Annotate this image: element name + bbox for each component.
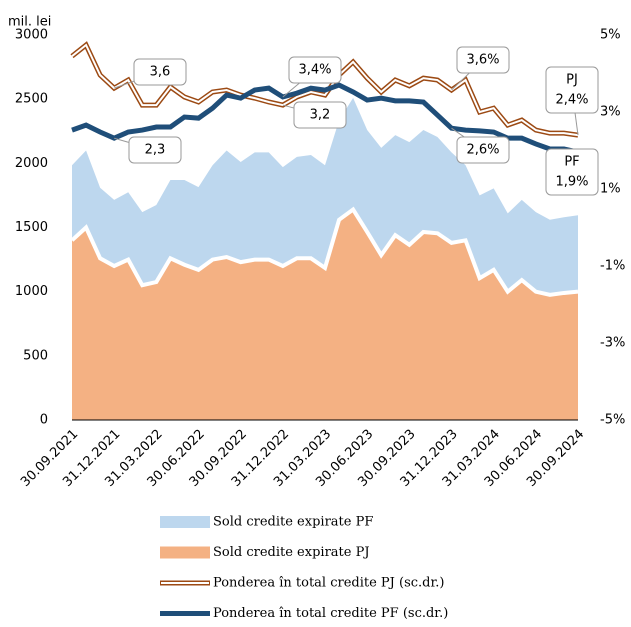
annotation-box: [456, 46, 510, 74]
y2-tick-label: -1%: [600, 259, 625, 274]
annotation-box: [545, 66, 599, 114]
annotation-text: PF: [564, 155, 579, 170]
y-tick-label: 500: [23, 348, 48, 363]
legend-label: Sold credite expirate PF: [213, 515, 373, 530]
y2-tick-label: 1%: [600, 182, 621, 197]
annotation-text: 2,6%: [466, 143, 499, 158]
legend-label: Ponderea în total credite PJ (sc.dr.): [213, 576, 444, 591]
y2-tick-label: 3%: [600, 105, 621, 120]
y-tick-label: 2500: [15, 92, 48, 107]
annotation-box: [456, 136, 510, 164]
y-axis-label: mil. lei: [8, 15, 51, 30]
annotation-text: 3,6: [150, 65, 171, 80]
legend-swatch: [160, 516, 210, 528]
annotation-box: [128, 136, 182, 164]
annotation-text: 3,2: [310, 108, 331, 123]
annotation-text: 2,3: [145, 143, 166, 158]
y2-tick-label: 5%: [600, 28, 621, 43]
y-tick-label: 1500: [15, 220, 48, 235]
line: [71, 82, 579, 155]
legend-label: Ponderea în total credite PF (sc.dr.): [213, 606, 448, 621]
y2-tick-label: -3%: [600, 336, 625, 351]
y-tick-label: 1000: [15, 284, 48, 299]
annotation-text: 3,6%: [466, 53, 499, 68]
legend-swatch: [160, 546, 210, 559]
y-tick-label: 0: [40, 413, 48, 428]
y-tick-label: 3000: [15, 28, 48, 43]
annotation-text: 3,4%: [298, 63, 331, 78]
annotation-box: [288, 56, 342, 84]
line-inner: [71, 43, 579, 137]
legend-label: Sold credite expirate PJ: [213, 545, 370, 560]
annotation-text: 1,9%: [555, 175, 588, 190]
area: [72, 97, 578, 295]
y2-tick-label: -5%: [600, 413, 625, 428]
y-tick-label: 2000: [15, 156, 48, 171]
area: [72, 209, 578, 420]
annotation-box: [293, 101, 347, 129]
area-edge: [70, 206, 579, 297]
annotation-text: PJ: [566, 73, 578, 88]
annotation-text: 2,4%: [555, 93, 588, 108]
annotation-box: [133, 58, 187, 86]
annotation-box: [545, 148, 599, 196]
